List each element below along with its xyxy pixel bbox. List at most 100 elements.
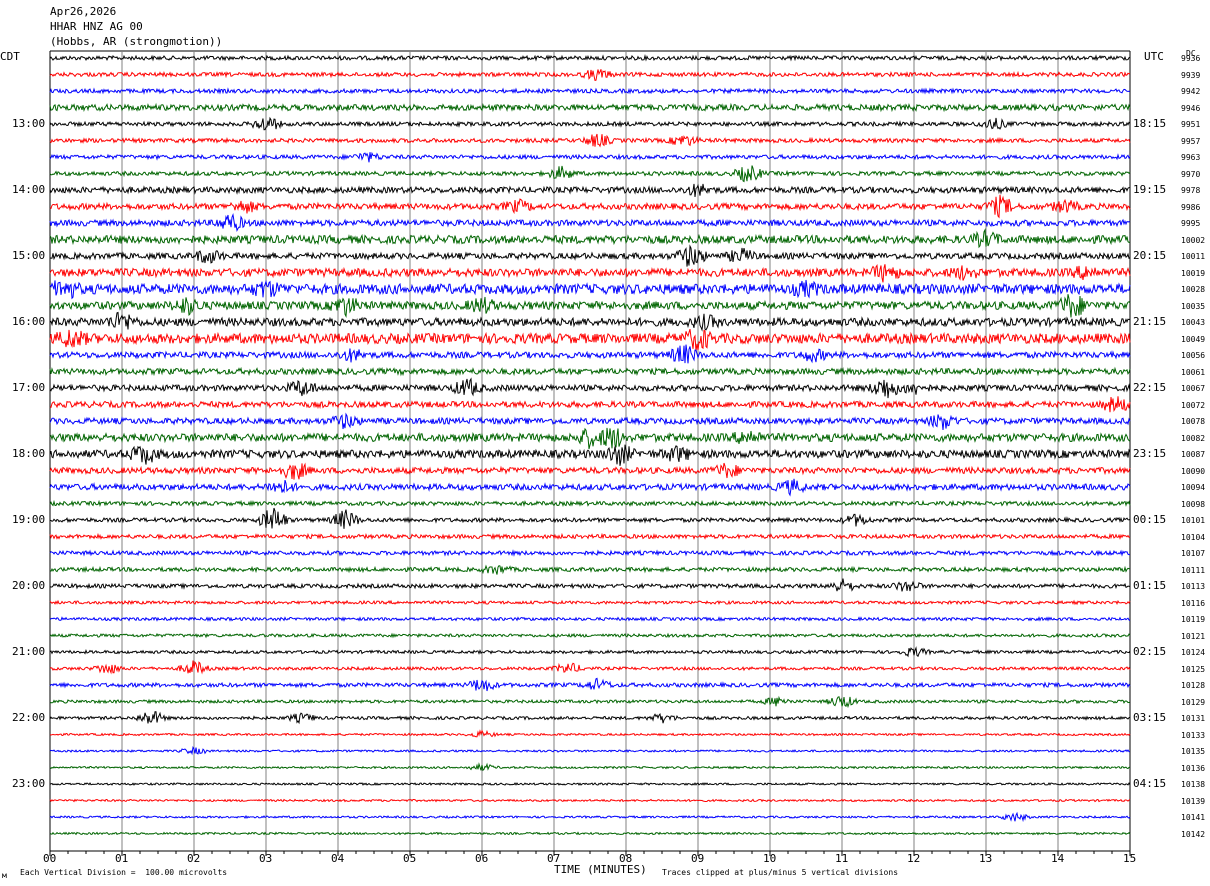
left-hour-label: 20:00 — [12, 579, 46, 592]
trace-line — [49, 660, 1131, 675]
right-hour-label: 00:15 — [1133, 513, 1167, 526]
trace-line — [49, 462, 1131, 480]
left-hour-label: 16:00 — [12, 315, 46, 328]
trace-line — [49, 328, 1131, 352]
trace-line — [49, 412, 1131, 431]
dc-offset-label: 10113 — [1181, 582, 1206, 591]
trace-line — [49, 762, 1131, 772]
trace-line — [49, 677, 1131, 692]
trace-line — [49, 444, 1131, 466]
right-hour-label: 03:15 — [1133, 711, 1167, 724]
x-tick-label: 03 — [259, 852, 273, 865]
dc-offset-label: 10119 — [1181, 615, 1206, 624]
dc-offset-label: 10028 — [1181, 285, 1206, 294]
dc-offset-label: 10121 — [1181, 631, 1206, 641]
dc-offset-label: 10124 — [1181, 648, 1206, 657]
trace-line — [49, 194, 1131, 219]
dc-offset-label: 9957 — [1181, 136, 1201, 146]
trace-line — [49, 212, 1131, 232]
dc-offset-label: 10136 — [1181, 763, 1206, 773]
dc-offset-label: 10094 — [1181, 483, 1206, 492]
left-hour-label: 21:00 — [12, 645, 46, 658]
dc-offset-label: 10078 — [1181, 417, 1206, 426]
dc-offset-label: 9951 — [1181, 120, 1201, 129]
x-tick-label: 05 — [403, 852, 417, 865]
trace-line — [49, 344, 1131, 364]
trace-line — [49, 244, 1131, 267]
trace-line — [49, 151, 1131, 163]
right-hour-label: 18:15 — [1133, 117, 1167, 130]
dc-offset-label: 10049 — [1181, 334, 1206, 344]
dc-offset-label: 10035 — [1181, 301, 1206, 311]
x-tick-label: 00 — [43, 852, 57, 865]
trace-line — [49, 632, 1131, 639]
trace-line — [49, 133, 1131, 148]
right-timezone-label: UTC — [1144, 50, 1164, 63]
left-hour-label: 19:00 — [12, 513, 46, 526]
trace-line — [49, 746, 1131, 756]
x-tick-label: 09 — [691, 852, 705, 865]
x-tick-label: 15 — [1123, 852, 1137, 865]
trace-line — [49, 599, 1131, 606]
dc-offset-label: 10111 — [1181, 565, 1206, 575]
trace-line — [49, 116, 1131, 131]
dc-offset-label: 10129 — [1181, 697, 1206, 707]
right-hour-label: 01:15 — [1133, 579, 1167, 592]
trace-line — [49, 165, 1131, 183]
clip-note: Traces clipped at plus/minus 5 vertical … — [662, 868, 899, 877]
x-tick-label: 06 — [475, 852, 489, 865]
right-hour-label: 22:15 — [1133, 381, 1167, 394]
dc-offset-label: 9936 — [1181, 54, 1201, 63]
trace-line — [49, 646, 1131, 658]
dc-offset-label: 10011 — [1181, 252, 1206, 261]
trace-line — [49, 798, 1131, 803]
trace-line — [49, 811, 1131, 823]
left-hour-label: 13:00 — [12, 117, 46, 130]
trace-line — [49, 87, 1131, 95]
dc-offset-label: 10082 — [1181, 433, 1206, 443]
dc-offset-label: 10116 — [1181, 598, 1206, 608]
corner-glyph: м — [2, 871, 7, 880]
header-location: (Hobbs, AR (strongmotion)) — [50, 35, 223, 48]
dc-offset-label: 10125 — [1181, 664, 1206, 674]
dc-offset-label: 10043 — [1181, 318, 1206, 327]
trace-line — [49, 729, 1131, 738]
trace-line — [49, 183, 1130, 198]
trace-line — [49, 228, 1131, 249]
left-hour-label: 22:00 — [12, 711, 46, 724]
vertical-division-note: Each Vertical Division = 100.00 microvol… — [20, 868, 228, 877]
right-hour-label: 20:15 — [1133, 249, 1167, 262]
dc-offset-label: 10138 — [1181, 780, 1206, 789]
trace-line — [49, 366, 1131, 377]
header-station: HHAR HNZ AG 00 — [50, 20, 143, 33]
x-tick-label: 02 — [187, 852, 201, 865]
trace-line — [49, 499, 1131, 508]
dc-offset-label: 10135 — [1181, 747, 1206, 756]
left-hour-label: 18:00 — [12, 447, 46, 460]
dc-offset-label: 9978 — [1181, 186, 1201, 195]
trace-line — [49, 478, 1131, 497]
trace-line — [49, 279, 1131, 300]
dc-offset-label: 9986 — [1181, 202, 1201, 212]
left-hour-label: 15:00 — [12, 249, 46, 262]
left-hour-label: 23:00 — [12, 777, 46, 790]
trace-line — [49, 831, 1131, 836]
dc-offset-label: 9963 — [1181, 153, 1201, 162]
dc-offset-label: 9970 — [1181, 169, 1201, 179]
left-hour-label: 17:00 — [12, 381, 46, 394]
dc-offset-label: 10002 — [1181, 235, 1206, 245]
left-hour-label: 14:00 — [12, 183, 46, 196]
x-tick-label: 14 — [1051, 852, 1065, 865]
dc-offset-label: 10056 — [1181, 351, 1206, 360]
trace-line — [49, 427, 1131, 450]
dc-offset-label: 10104 — [1181, 532, 1206, 542]
trace-line — [49, 532, 1131, 541]
seismic-traces — [49, 54, 1131, 836]
trace-line — [49, 54, 1131, 62]
trace-line — [49, 507, 1131, 529]
x-tick-label: 13 — [979, 852, 993, 865]
trace-line — [49, 102, 1131, 113]
header-date: Apr26,2026 — [50, 5, 117, 18]
dc-offset-label: 10019 — [1181, 268, 1206, 278]
